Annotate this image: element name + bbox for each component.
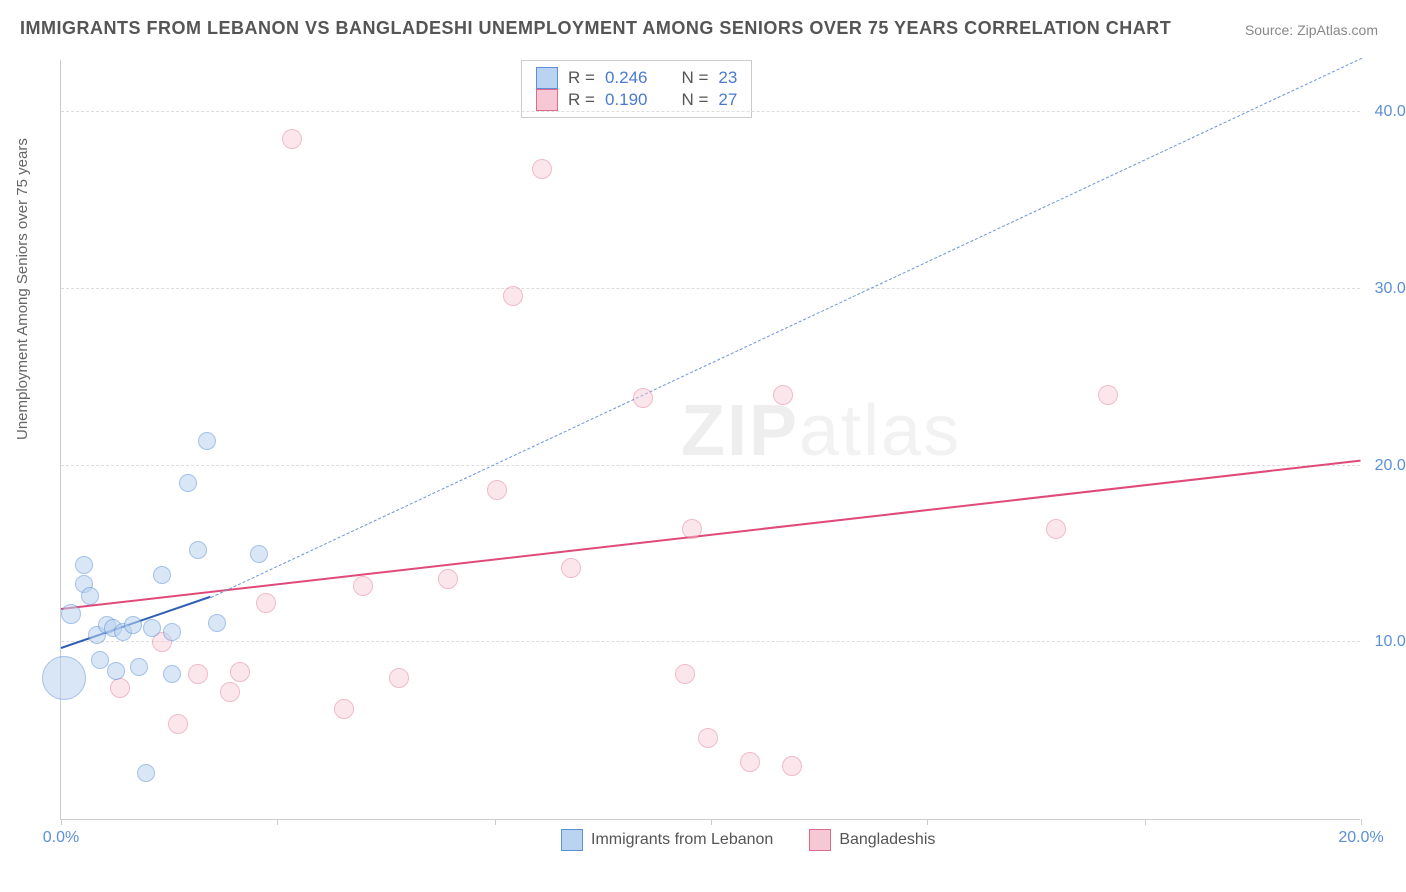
legend-row-lebanon: R = 0.246 N = 23	[536, 67, 737, 89]
legend-series: Immigrants from Lebanon Bangladeshis	[561, 829, 935, 851]
data-point-lebanon	[137, 764, 155, 782]
data-point-bangladeshi	[675, 664, 695, 684]
y-tick-label: 20.0%	[1365, 457, 1406, 475]
trend-line	[61, 460, 1361, 610]
y-tick-label: 10.0%	[1365, 633, 1406, 651]
r-label: R =	[568, 68, 595, 88]
swatch-lebanon	[561, 829, 583, 851]
data-point-bangladeshi	[633, 388, 653, 408]
data-point-lebanon	[61, 604, 81, 624]
data-point-lebanon	[143, 619, 161, 637]
data-point-bangladeshi	[773, 385, 793, 405]
series-label-bangladeshi: Bangladeshis	[839, 831, 935, 849]
data-point-lebanon	[153, 566, 171, 584]
data-point-bangladeshi	[256, 593, 276, 613]
x-tick-label: 0.0%	[43, 829, 79, 847]
watermark: ZIPatlas	[681, 390, 961, 472]
r-value-bangladeshi: 0.190	[605, 90, 648, 110]
n-value-lebanon: 23	[718, 68, 737, 88]
data-point-bangladeshi	[1098, 385, 1118, 405]
data-point-bangladeshi	[487, 480, 507, 500]
y-tick-label: 30.0%	[1365, 280, 1406, 298]
n-label: N =	[681, 68, 708, 88]
x-tick-label: 20.0%	[1338, 829, 1383, 847]
x-tick	[61, 819, 62, 825]
y-axis-label: Unemployment Among Seniors over 75 years	[14, 138, 31, 440]
gridline	[61, 288, 1360, 289]
data-point-bangladeshi	[503, 286, 523, 306]
legend-item-lebanon: Immigrants from Lebanon	[561, 829, 773, 851]
data-point-lebanon	[163, 623, 181, 641]
r-label: R =	[568, 90, 595, 110]
chart-title: IMMIGRANTS FROM LEBANON VS BANGLADESHI U…	[20, 18, 1171, 39]
data-point-bangladeshi	[220, 682, 240, 702]
x-tick	[711, 819, 712, 825]
chart-source: Source: ZipAtlas.com	[1245, 22, 1378, 38]
x-tick	[495, 819, 496, 825]
n-value-bangladeshi: 27	[718, 90, 737, 110]
data-point-lebanon	[208, 614, 226, 632]
swatch-bangladeshi	[536, 89, 558, 111]
swatch-lebanon	[536, 67, 558, 89]
gridline	[61, 465, 1360, 466]
data-point-bangladeshi	[561, 558, 581, 578]
data-point-bangladeshi	[110, 678, 130, 698]
n-label: N =	[681, 90, 708, 110]
data-point-bangladeshi	[740, 752, 760, 772]
data-point-lebanon	[198, 432, 216, 450]
data-point-bangladeshi	[532, 159, 552, 179]
trend-line-dashed	[210, 58, 1361, 598]
data-point-lebanon	[179, 474, 197, 492]
data-point-bangladeshi	[353, 576, 373, 596]
gridline	[61, 641, 1360, 642]
data-point-bangladeshi	[682, 519, 702, 539]
data-point-lebanon	[163, 665, 181, 683]
data-point-lebanon	[124, 616, 142, 634]
data-point-bangladeshi	[230, 662, 250, 682]
data-point-bangladeshi	[438, 569, 458, 589]
data-point-lebanon	[91, 651, 109, 669]
swatch-bangladeshi	[809, 829, 831, 851]
r-value-lebanon: 0.246	[605, 68, 648, 88]
data-point-bangladeshi	[334, 699, 354, 719]
data-point-bangladeshi	[389, 668, 409, 688]
data-point-lebanon	[130, 658, 148, 676]
x-tick	[1145, 819, 1146, 825]
data-point-lebanon	[81, 587, 99, 605]
series-label-lebanon: Immigrants from Lebanon	[591, 831, 773, 849]
y-tick-label: 40.0%	[1365, 103, 1406, 121]
x-tick	[927, 819, 928, 825]
legend-item-bangladeshi: Bangladeshis	[809, 829, 935, 851]
data-point-lebanon	[189, 541, 207, 559]
data-point-bangladeshi	[1046, 519, 1066, 539]
data-point-lebanon	[107, 662, 125, 680]
data-point-bangladeshi	[782, 756, 802, 776]
data-point-lebanon	[250, 545, 268, 563]
data-point-bangladeshi	[698, 728, 718, 748]
data-point-bangladeshi	[188, 664, 208, 684]
x-tick	[1361, 819, 1362, 825]
data-point-bangladeshi	[282, 129, 302, 149]
gridline	[61, 111, 1360, 112]
data-point-bangladeshi	[168, 714, 188, 734]
plot-area: ZIPatlas R = 0.246 N = 23 R = 0.190 N = …	[60, 60, 1360, 820]
legend-row-bangladeshi: R = 0.190 N = 27	[536, 89, 737, 111]
x-tick	[277, 819, 278, 825]
data-point-lebanon	[42, 656, 86, 700]
data-point-lebanon	[75, 556, 93, 574]
legend-stats: R = 0.246 N = 23 R = 0.190 N = 27	[521, 60, 752, 118]
